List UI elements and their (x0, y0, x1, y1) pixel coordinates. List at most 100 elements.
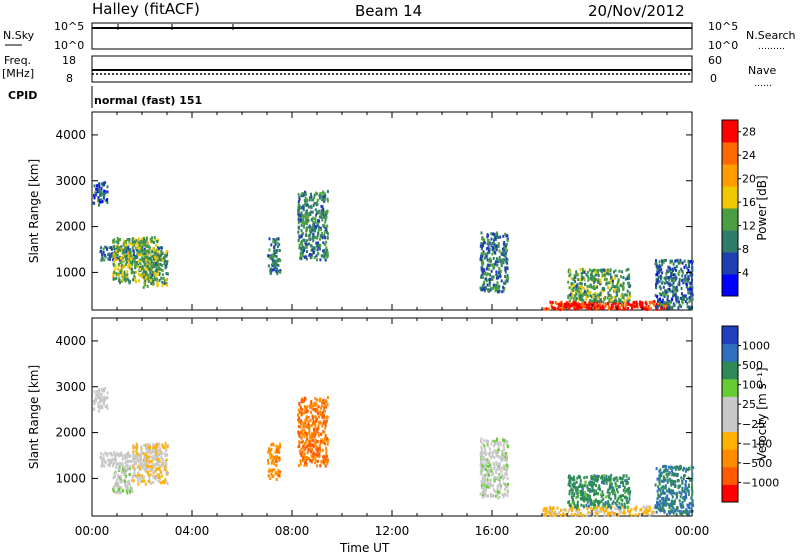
data-pixel (121, 454, 124, 458)
data-pixel (321, 411, 324, 415)
data-pixel (496, 284, 499, 288)
data-pixel (594, 271, 597, 274)
data-pixel (131, 261, 134, 265)
data-pixel (301, 254, 304, 258)
data-pixel (549, 507, 552, 511)
data-pixel (326, 235, 329, 239)
data-pixel (619, 506, 622, 510)
data-pixel (101, 255, 104, 259)
data-pixel (673, 501, 676, 505)
data-pixel (124, 263, 127, 267)
data-pixel (152, 279, 155, 283)
data-pixel (110, 453, 113, 457)
data-pixel (607, 500, 610, 504)
data-pixel (560, 513, 563, 517)
data-pixel (115, 240, 118, 244)
data-pixel (100, 246, 102, 250)
data-pixel (132, 479, 135, 483)
data-pixel (585, 503, 588, 507)
data-pixel (302, 218, 305, 222)
data-pixel (669, 261, 672, 265)
data-pixel (130, 254, 133, 258)
data-pixel (581, 286, 584, 290)
data-pixel (166, 283, 168, 287)
data-pixel (484, 485, 487, 489)
freq-right-bottom-tick: 0 (710, 72, 717, 85)
data-pixel (611, 300, 614, 304)
data-pixel (307, 447, 310, 451)
data-pixel (622, 287, 625, 291)
data-pixel (633, 507, 636, 511)
data-pixel (680, 305, 683, 308)
data-pixel (142, 480, 145, 483)
data-pixel (492, 488, 495, 492)
data-pixel (501, 247, 504, 251)
data-pixel (146, 284, 149, 288)
data-pixel (579, 294, 582, 298)
data-pixel (490, 483, 493, 487)
data-pixel (603, 288, 606, 292)
data-pixel (680, 492, 683, 496)
data-pixel (656, 477, 659, 481)
data-pixel (675, 259, 678, 263)
data-pixel (118, 475, 121, 479)
data-pixel (674, 290, 677, 294)
data-pixel (131, 243, 134, 247)
data-pixel (129, 460, 132, 463)
data-pixel (313, 249, 316, 253)
data-pixel (484, 468, 487, 472)
data-pixel (611, 486, 614, 489)
data-pixel (116, 452, 119, 456)
data-pixel (686, 278, 689, 281)
data-pixel (499, 272, 502, 276)
data-pixel (495, 476, 498, 480)
data-pixel (316, 234, 319, 238)
data-pixel (112, 240, 115, 244)
data-pixel (304, 240, 307, 244)
data-pixel (317, 241, 320, 245)
data-pixel (143, 463, 146, 467)
data-pixel (551, 301, 554, 304)
data-pixel (119, 478, 122, 482)
data-pixel (118, 258, 121, 262)
data-pixel (322, 419, 325, 423)
data-pixel (589, 502, 592, 506)
data-pixel (560, 302, 563, 306)
data-pixel (609, 497, 612, 501)
data-pixel (498, 464, 500, 468)
data-pixel (306, 243, 309, 246)
data-pixel (585, 498, 588, 501)
data-pixel (589, 273, 592, 277)
data-pixel (654, 293, 657, 297)
data-pixel (149, 237, 152, 241)
data-pixel (321, 254, 323, 258)
data-pixel (681, 298, 684, 302)
data-pixel (151, 466, 154, 470)
data-pixel (627, 267, 630, 271)
data-pixel (672, 482, 675, 486)
data-pixel (313, 428, 316, 432)
data-pixel (479, 492, 482, 496)
data-pixel (101, 388, 103, 392)
data-pixel (661, 298, 664, 302)
data-pixel (606, 502, 609, 506)
data-pixel (313, 196, 316, 200)
data-pixel (486, 458, 489, 462)
data-pixel (497, 290, 500, 294)
data-pixel (320, 216, 323, 220)
data-pixel (304, 214, 307, 218)
data-pixel (680, 260, 683, 264)
data-pixel (316, 464, 318, 468)
data-pixel (307, 423, 310, 427)
data-pixel (569, 475, 572, 479)
data-pixel (662, 507, 664, 511)
data-pixel (275, 250, 278, 254)
data-pixel (679, 484, 682, 488)
data-pixel (490, 269, 493, 273)
data-pixel (300, 234, 303, 238)
data-pixel (304, 421, 307, 425)
data-pixel (621, 304, 623, 308)
data-pixel (297, 202, 300, 206)
data-pixel (318, 452, 321, 456)
data-pixel (494, 286, 497, 290)
